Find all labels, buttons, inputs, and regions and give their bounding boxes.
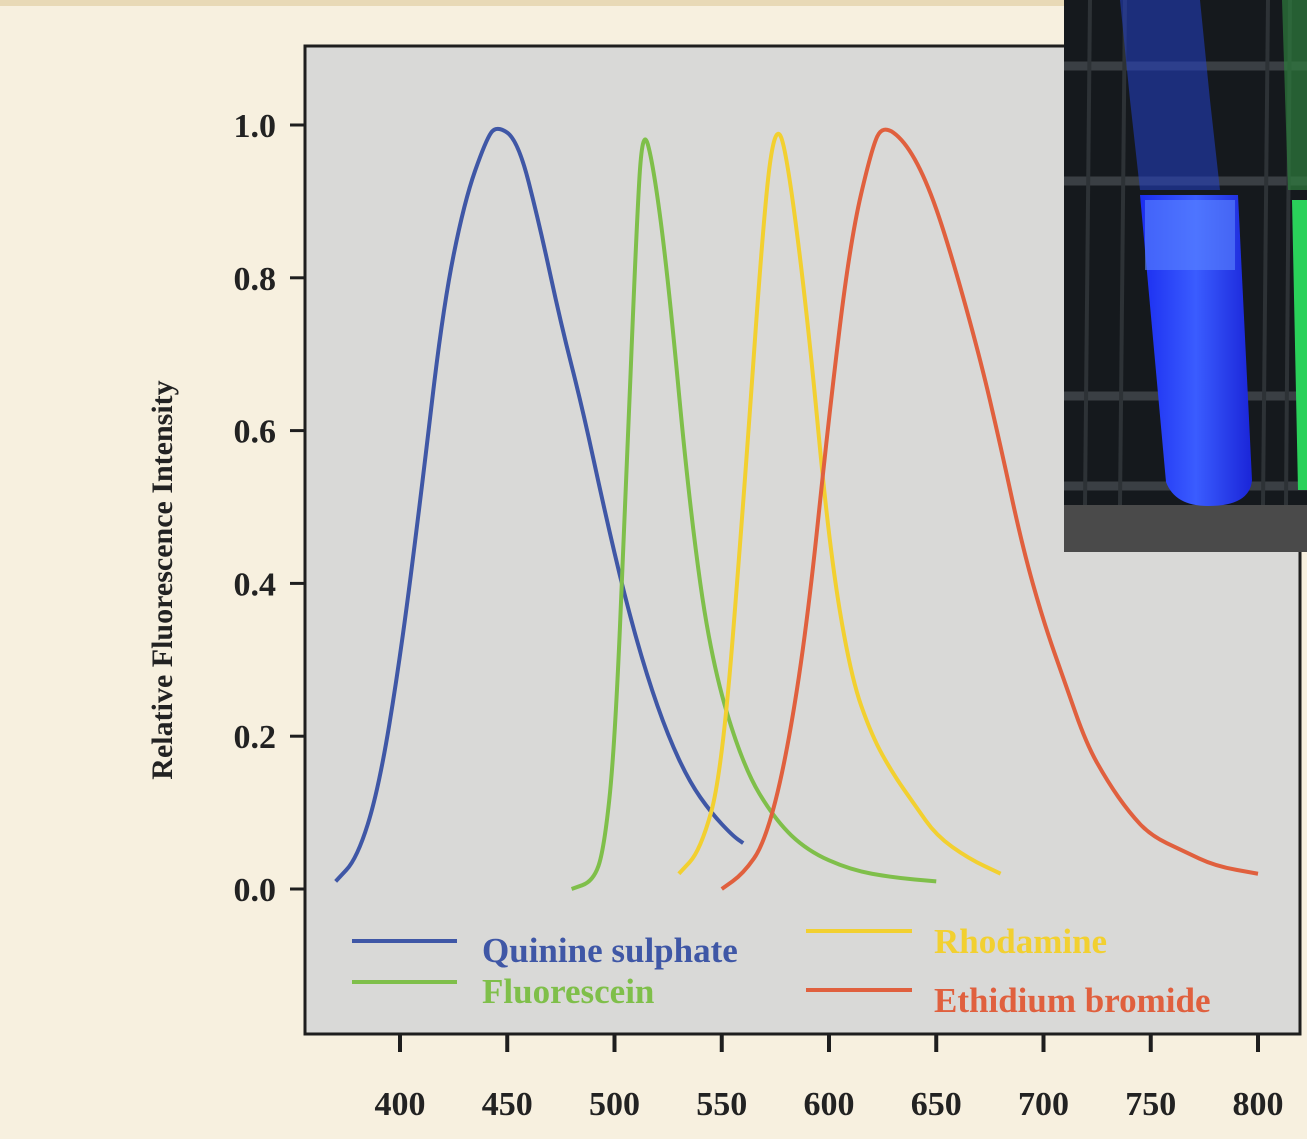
series-line-ethidium-bromide [720, 127, 1259, 891]
y-axis-label: Relative Fluorescence Intensity [146, 380, 179, 779]
series-line-fluorescein [570, 137, 937, 891]
legend-label-fluorescein: Fluorescein [482, 972, 654, 1011]
series-line-quinine-sulphate [334, 126, 745, 883]
y-tick-label: 1.0 [234, 108, 277, 145]
x-tick-label: 500 [589, 1086, 640, 1123]
y-tick-label: 0.2 [234, 719, 277, 756]
legend-label-quinine: Quinine sulphate [482, 931, 738, 970]
x-tick-label: 650 [911, 1086, 962, 1123]
y-axis-ticks: 0.0 0.2 0.4 0.6 0.8 1.0 [234, 108, 305, 909]
y-tick-label: 0.6 [234, 414, 277, 451]
series-layer [334, 126, 1259, 891]
legend-label-ethidium: Ethidium bromide [934, 981, 1211, 1020]
y-tick-label: 0.8 [234, 261, 277, 298]
x-tick-label: 750 [1125, 1086, 1176, 1123]
x-tick-label: 550 [696, 1086, 747, 1123]
y-tick-label: 0.4 [234, 566, 277, 603]
x-axis-ticks: 400 450 500 550 600 650 700 750 800 [375, 1034, 1284, 1123]
y-tick-label: 0.0 [234, 872, 277, 909]
x-tick-label: 600 [804, 1086, 855, 1123]
x-tick-label: 400 [375, 1086, 426, 1123]
legend: Quinine sulphate Fluorescein Rhodamine E… [352, 922, 1211, 1020]
legend-label-rhodamine: Rhodamine [934, 922, 1107, 961]
series-line-rhodamine [677, 131, 1002, 876]
x-tick-label: 450 [482, 1086, 533, 1123]
x-tick-label: 700 [1018, 1086, 1069, 1123]
x-tick-label: 800 [1233, 1086, 1284, 1123]
fluorescent-test-tubes-photo [1064, 0, 1307, 552]
